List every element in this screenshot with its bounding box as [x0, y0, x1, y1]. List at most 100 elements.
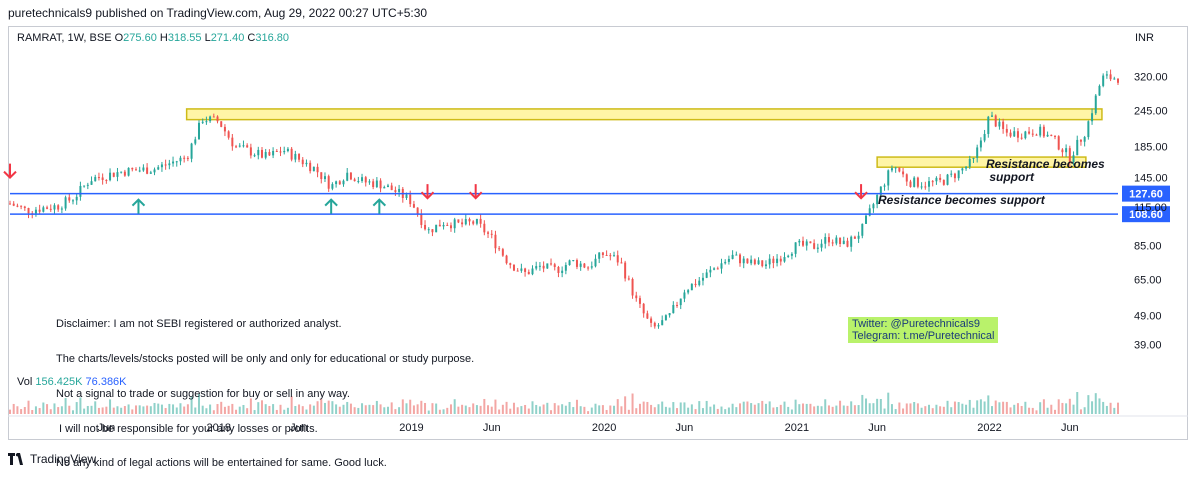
volume-bar	[953, 401, 956, 414]
volume-bar	[249, 398, 252, 414]
candle-body	[991, 115, 994, 117]
candle-body	[1002, 121, 1005, 129]
volume-bar	[53, 403, 56, 414]
candle-body	[505, 255, 508, 264]
candle-body	[520, 268, 523, 271]
candle-body	[1057, 136, 1060, 150]
candle-body	[205, 121, 208, 123]
volume-bar	[390, 402, 393, 414]
volume-bar	[253, 410, 256, 414]
volume-bar	[60, 406, 63, 414]
volume-bar	[149, 406, 152, 414]
candle-body	[409, 194, 412, 205]
volume-bar	[616, 399, 619, 414]
volume-bar	[557, 405, 560, 414]
candle-body	[1102, 75, 1105, 86]
volume-bar	[957, 402, 960, 414]
volume-ma-value: 76.386K	[85, 376, 127, 388]
candle-body	[349, 172, 352, 180]
candle-body	[1098, 85, 1101, 96]
candle-body	[461, 222, 464, 225]
candle-body	[305, 162, 308, 165]
candle-body	[260, 149, 263, 158]
disclaimer-line: I will not be responsible for your any l…	[56, 422, 318, 435]
volume-bar	[209, 404, 212, 414]
candle-body	[1105, 74, 1108, 76]
candle-body	[249, 147, 252, 156]
candle-body	[338, 181, 341, 185]
candle-body	[824, 237, 827, 244]
candle-body	[772, 258, 775, 264]
candle-body	[464, 219, 467, 225]
volume-bar	[824, 399, 827, 414]
candle-body	[405, 194, 408, 199]
candle-body	[790, 253, 793, 256]
candle-body	[624, 262, 627, 279]
candle-body	[412, 204, 415, 208]
candle-body	[620, 262, 623, 264]
candle-body	[1013, 131, 1016, 137]
y-tick-label: 65.00	[1134, 275, 1162, 287]
candle-body	[1020, 137, 1023, 139]
arrow-up-icon	[131, 198, 146, 214]
volume-bar	[205, 408, 208, 414]
volume-bar	[931, 408, 934, 414]
volume-bar	[401, 399, 404, 414]
x-tick-label: Jun	[868, 422, 886, 434]
x-tick-label: 2019	[399, 422, 423, 434]
candle-body	[442, 224, 445, 227]
candle-body	[583, 263, 586, 268]
candle-body	[490, 233, 493, 235]
volume-bar	[568, 401, 571, 414]
volume-bar	[46, 404, 49, 414]
volume-bar	[1098, 398, 1101, 414]
volume-bar	[427, 410, 430, 414]
candle-body	[487, 232, 490, 234]
candle-body	[720, 263, 723, 269]
volume-bar	[223, 406, 226, 414]
x-tick-label: Jun	[290, 422, 308, 434]
footer[interactable]: TradingView	[8, 452, 96, 466]
volume-bar	[86, 405, 89, 414]
candle-body	[850, 236, 853, 247]
candle-body	[498, 248, 501, 250]
candle-body	[650, 318, 653, 323]
volume-bar	[435, 403, 438, 414]
volume-bar	[961, 403, 964, 414]
volume-bar	[320, 399, 323, 414]
volume-bar	[405, 403, 408, 414]
candle-body	[976, 147, 979, 158]
candle-body	[979, 140, 982, 148]
candle-body	[605, 254, 608, 256]
candle-body	[776, 258, 779, 264]
candle-body	[764, 264, 767, 267]
candle-body	[1016, 131, 1019, 138]
volume-bar	[1046, 407, 1049, 414]
volume-bar	[357, 407, 360, 414]
candle-body	[212, 116, 215, 118]
volume-bar	[879, 398, 882, 414]
resistance-note-lower: Resistance becomes support	[878, 193, 1045, 207]
candle-body	[1113, 78, 1116, 80]
candle-body	[449, 225, 452, 229]
volume-bar	[1061, 402, 1064, 414]
volume-bar	[550, 410, 553, 414]
volume-bar	[787, 406, 790, 414]
volume-bar	[613, 405, 616, 414]
candle-body	[157, 167, 160, 170]
volume-bar	[305, 409, 308, 414]
candle-body	[783, 257, 786, 262]
volume-bar	[116, 406, 119, 414]
candle-body	[676, 304, 679, 306]
candle-body	[27, 207, 30, 214]
candle-body	[713, 268, 716, 270]
candle-body	[179, 157, 182, 162]
candle-body	[972, 157, 975, 159]
volume-bar	[783, 401, 786, 414]
resistance-zone	[185, 108, 1103, 121]
candle-body	[90, 181, 93, 185]
disclaimer-line: Not a signal to trade or suggestion for …	[56, 387, 350, 400]
candle-body	[853, 236, 856, 239]
volume-bar	[231, 403, 234, 414]
